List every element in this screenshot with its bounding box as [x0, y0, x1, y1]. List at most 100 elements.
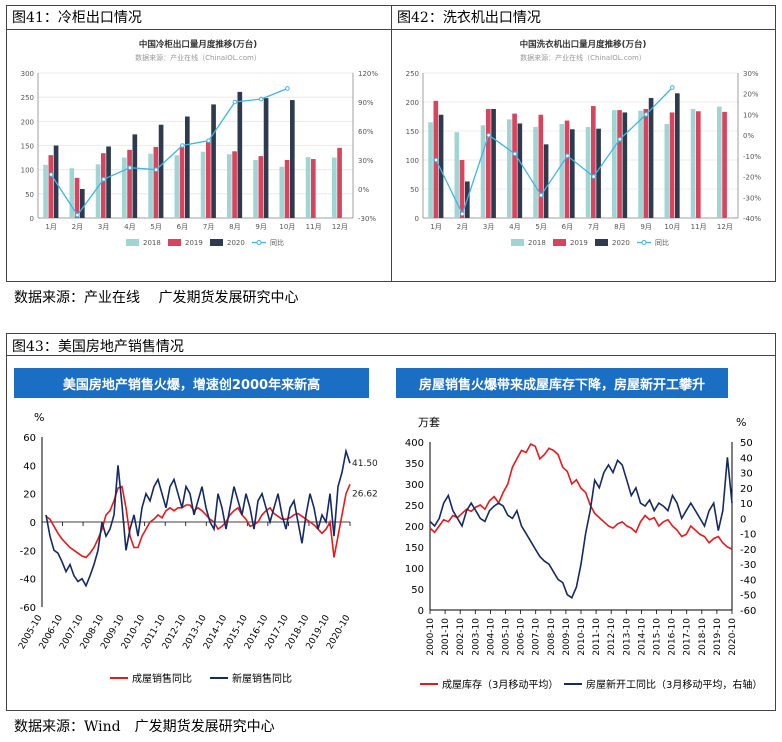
fig41-bar-2020: [132, 134, 138, 218]
fig43b-xtick: 2004-10: [486, 618, 496, 656]
fig41-yoy-point: [180, 143, 185, 148]
fig43b-xtick: 2010-10: [577, 618, 587, 656]
fig41-legend-swatch: [210, 239, 223, 246]
fig41-bar-2018: [305, 157, 311, 218]
fig41-ytick: 100: [21, 167, 34, 175]
fig42-legend-label: 同比: [655, 238, 669, 247]
fig42-yoy-point: [512, 151, 518, 157]
fig43b-y2tick: -40: [740, 575, 756, 586]
fig42-yoy-point: [433, 157, 439, 163]
fig42-bar-2018: [454, 132, 460, 218]
fig43b-y2tick: 30: [740, 469, 753, 480]
fig43b-xtick: 2014-10: [637, 618, 647, 656]
fig41-y2tick: -30%: [358, 215, 376, 223]
fig42-yoy-point: [486, 132, 491, 138]
fig41-bar-2019: [311, 159, 316, 218]
fig42-legend-swatch: [511, 239, 524, 246]
fig42-yoy-line: [435, 87, 673, 216]
fig43b-xtick: 2018-10: [698, 618, 708, 656]
fig41-title: 中国冷柜出口量月度推移(万台): [139, 39, 257, 50]
fig42-bar-2019: [486, 108, 491, 218]
fig41-bar-2018: [253, 160, 258, 218]
fig43b-xtick: 2013-10: [622, 618, 632, 656]
fig41-legend-label: 同比: [270, 238, 284, 247]
fig43b-xtick: 2000-10: [426, 618, 436, 656]
fig43b-xtick: 2009-10: [562, 618, 572, 656]
fig43a-line-1: [45, 448, 351, 588]
fig41-xtick: 6月: [177, 223, 188, 231]
fig42-bar-2019: [512, 113, 517, 218]
fig42-bar-2020: [675, 93, 680, 218]
top-header-rule: [6, 29, 776, 30]
fig42-yoy-point: [460, 211, 465, 217]
fig43a-ytick: -40: [20, 575, 36, 586]
fig41-y2tick: 0%: [358, 186, 369, 194]
fig42-y2tick: 0%: [743, 132, 754, 140]
fig43a-end-label: 41.50: [352, 459, 378, 469]
fig42-bar-2019: [722, 111, 727, 218]
fig41-bar-2019: [337, 147, 342, 218]
fig41-legend-marker: [256, 240, 262, 245]
fig41-bar-2019: [179, 147, 185, 218]
fig41-legend-swatch: [168, 239, 181, 246]
fig41-bar-2018: [332, 157, 337, 218]
fig43b-ylabel-right: %: [736, 416, 746, 429]
fig42-ytick: 250: [406, 70, 419, 78]
fig43b-line-0: [429, 443, 733, 550]
fig41-legend-label: 2019: [185, 239, 203, 247]
fig43b-xtick: 2006-10: [517, 618, 527, 656]
fig43b-ytick: 250: [405, 501, 424, 512]
fig41-xtick: 9月: [255, 223, 266, 231]
fig41-bar-2018: [279, 166, 285, 218]
fig43b-ytick: 50: [411, 585, 424, 596]
fig42-bar-2019: [591, 106, 596, 218]
fig43a-end-label: 26.62: [352, 489, 378, 499]
fig42-xtick: 11月: [691, 223, 707, 231]
fig42-legend-swatch: [595, 239, 608, 246]
fig42-ytick: 150: [406, 128, 419, 136]
fig41-bar-2019: [206, 142, 211, 218]
fig43b-xtick: 2020-10: [728, 618, 738, 656]
fig41-bar-2019: [258, 156, 264, 218]
fig42-legend-swatch: [553, 239, 566, 246]
fig41-y2tick: 90%: [358, 99, 374, 107]
fig43b-legend-label: 成屋库存（3月移动平均）: [442, 678, 558, 691]
fig43a-ytick: -60: [20, 603, 36, 614]
fig41-yoy-point: [75, 212, 80, 218]
fig41-bar-2019: [284, 160, 290, 218]
fig41-ytick: 200: [21, 118, 34, 126]
fig42-title: 中国洗衣机出口量月度推移(万台): [520, 39, 647, 50]
fig43-left-chart: %-60-40-2002040602005-102006-102007-1020…: [17, 411, 378, 685]
fig43a-legend-label: 新屋销售同比: [232, 672, 292, 685]
fig41-bar-2019: [232, 151, 237, 218]
fig43b-ytick: 0: [418, 606, 424, 617]
fig42-yoy-point: [617, 136, 623, 142]
fig43a-ytick: 0: [30, 518, 36, 529]
fig42-xtick: 6月: [562, 223, 573, 231]
fig43b-xtick: 2002-10: [456, 618, 466, 656]
fig41-legend-label: 2018: [143, 239, 161, 247]
fig42-header: 图42：洗衣机出口情况: [397, 10, 541, 26]
fig42-bar-2020: [543, 144, 549, 218]
fig41-bar-2018: [95, 164, 101, 218]
fig41-bar-2018: [148, 153, 153, 218]
fig41-xtick: 10月: [279, 223, 295, 231]
fig42-xtick: 8月: [614, 223, 625, 231]
fig41-yoy-point: [153, 167, 159, 172]
fig43a-ylabel: %: [34, 411, 44, 424]
fig42-bar-2018: [480, 125, 486, 218]
fig42-bar-2018: [507, 119, 512, 218]
fig43a-ytick: 20: [23, 490, 36, 501]
fig43b-y2tick: -20: [740, 545, 756, 556]
fig43b-y2tick: 50: [740, 438, 753, 449]
fig43b-ytick: 350: [405, 459, 424, 470]
fig43b-xtick: 2011-10: [592, 618, 602, 656]
fig41-bar-2018: [43, 164, 48, 218]
fig41-bar-2019: [101, 153, 106, 218]
fig41-header: 图41：冷柜出口情况: [12, 10, 142, 26]
fig42-y2tick: 20%: [743, 91, 759, 99]
fig43b-y2tick: -30: [740, 560, 756, 571]
fig42-bar-2019: [696, 111, 701, 218]
fig43-header: 图43：美国房地产销售情况: [12, 339, 184, 355]
fig42-legend-label: 2020: [612, 239, 630, 247]
